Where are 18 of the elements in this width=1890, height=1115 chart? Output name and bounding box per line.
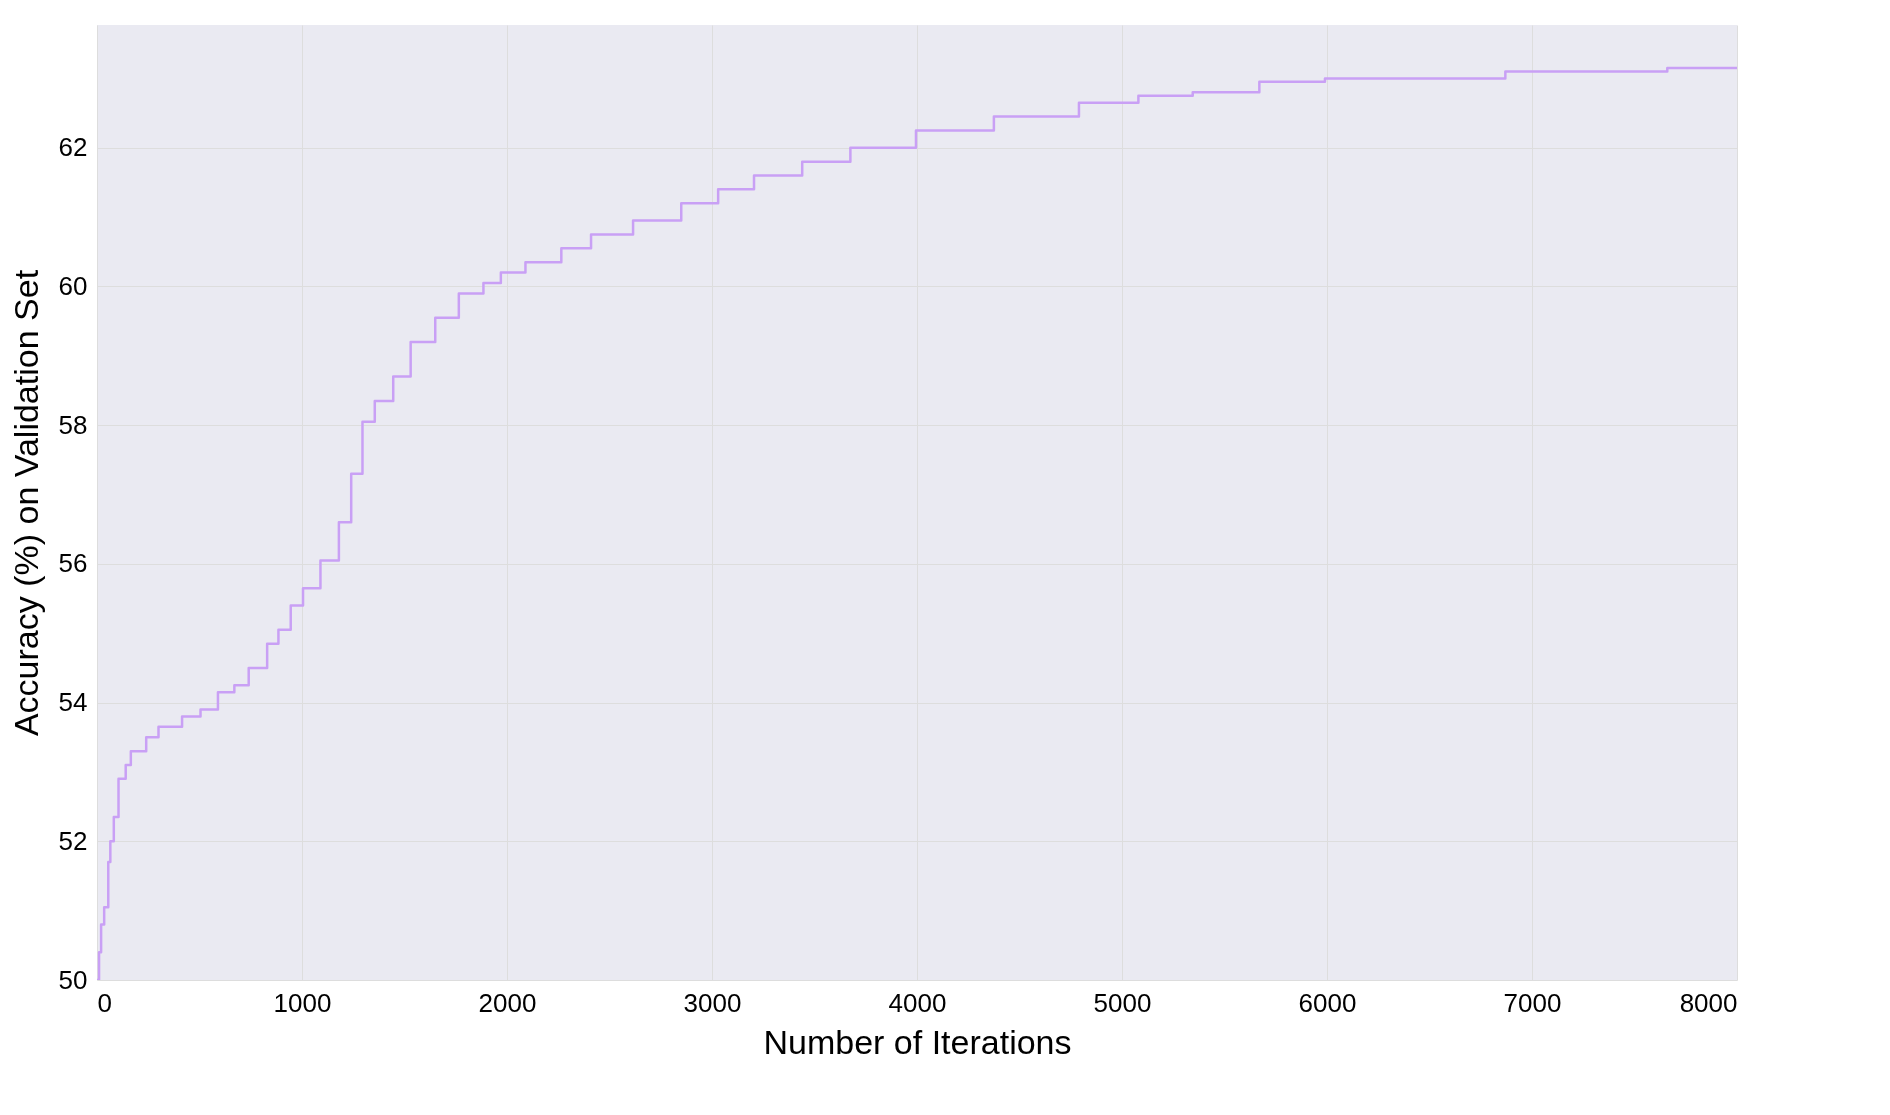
y-tick-label: 52 <box>58 825 88 856</box>
x-tick-label: 3000 <box>683 987 742 1018</box>
y-tick-label: 62 <box>58 132 88 163</box>
x-tick-label: 2000 <box>478 987 537 1018</box>
x-tick-label: 7000 <box>1503 987 1562 1018</box>
y-tick-label: 58 <box>58 409 88 440</box>
x-tick-label: 5000 <box>1093 987 1152 1018</box>
x-tick-label: 6000 <box>1298 987 1357 1018</box>
y-tick-label: 56 <box>58 548 88 579</box>
x-tick-label: 0 <box>97 987 112 1018</box>
x-tick-label: 4000 <box>888 987 947 1018</box>
y-tick-label: 60 <box>58 270 88 301</box>
y-tick-label: 50 <box>58 964 88 995</box>
x-tick-label: 8000 <box>1679 987 1738 1018</box>
y-axis-title: Accuracy (%) on Validation Set <box>6 269 45 737</box>
x-axis-title: Number of Iterations <box>763 1022 1072 1061</box>
y-tick-label: 54 <box>58 687 88 718</box>
x-tick-label: 1000 <box>273 987 332 1018</box>
